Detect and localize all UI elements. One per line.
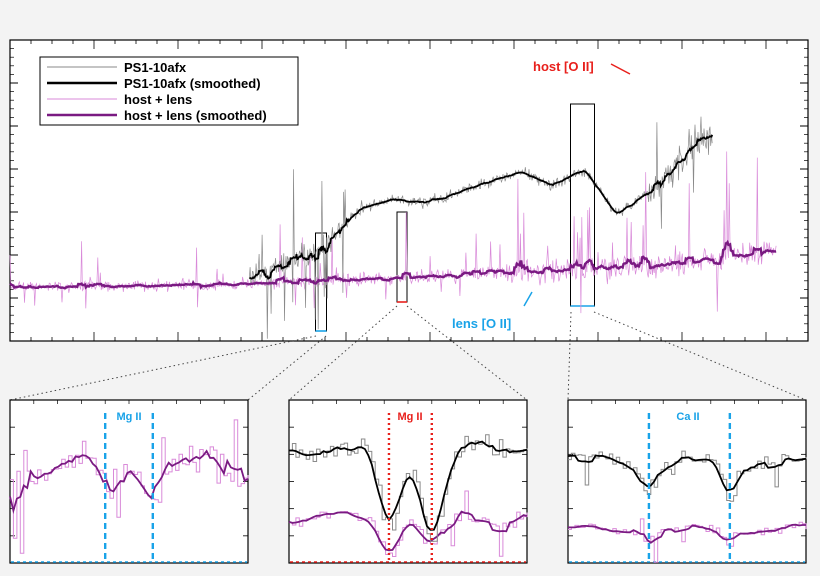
series-line-host-lens [289,490,528,557]
connector-line [567,311,572,401]
legend-label-0: PS1-10afx [124,60,187,75]
zoom-panel-1-frame [9,399,249,564]
host-oii-label: host [O II] [533,59,594,74]
series-line-ps1-10afx-smoothed [567,454,807,492]
zoom-panel-3: Ca II [567,399,807,564]
connector-line [247,335,327,401]
zoom-panel-1-line-label: Mg II [116,411,141,423]
zoom-connectors [9,305,807,401]
legend-label-3: host + lens (smoothed) [124,108,267,123]
main-panel: PS1-10afx PS1-10afx (smoothed) host + le… [9,39,809,342]
zoom-panel-1-content [9,400,249,563]
series-line-host-lens-smoothed [9,239,777,290]
series-line-ps1-10afx-smoothed [288,440,528,531]
lens-oii-pointer [523,291,533,307]
lens-oii-label: lens [O II] [452,316,511,331]
legend-box [39,56,299,126]
connector-line [288,305,398,401]
connector-line [406,305,528,401]
zoom-panel-2-line-label: Mg II [397,411,422,423]
zoom-panel-3-frame [567,399,807,564]
series-line-host-lens-smoothed [288,510,528,552]
series-line-host-lens-smoothed [9,449,249,515]
zoom-panel-1: Mg II [9,399,249,564]
legend: PS1-10afx PS1-10afx (smoothed) host + le… [39,56,299,126]
series-line-host-lens-smoothed [568,523,806,544]
main-series-group [9,116,777,339]
legend-label-2: host + lens [124,92,192,107]
zoom-panel-2-frame [288,399,528,564]
zoom-panel-2-content [288,400,528,563]
zoom-panel-3-content [567,400,807,563]
host-oii-pointer [610,63,631,75]
legend-label-1: PS1-10afx (smoothed) [124,76,261,91]
zoom-panel-2: Mg II [288,399,528,564]
series-line-ps1-10afx-smoothed [248,134,714,280]
main-axis-ticks [9,39,809,342]
series-line-host-lens [10,419,249,554]
zoom-panel-3-line-label: Ca II [676,411,699,423]
